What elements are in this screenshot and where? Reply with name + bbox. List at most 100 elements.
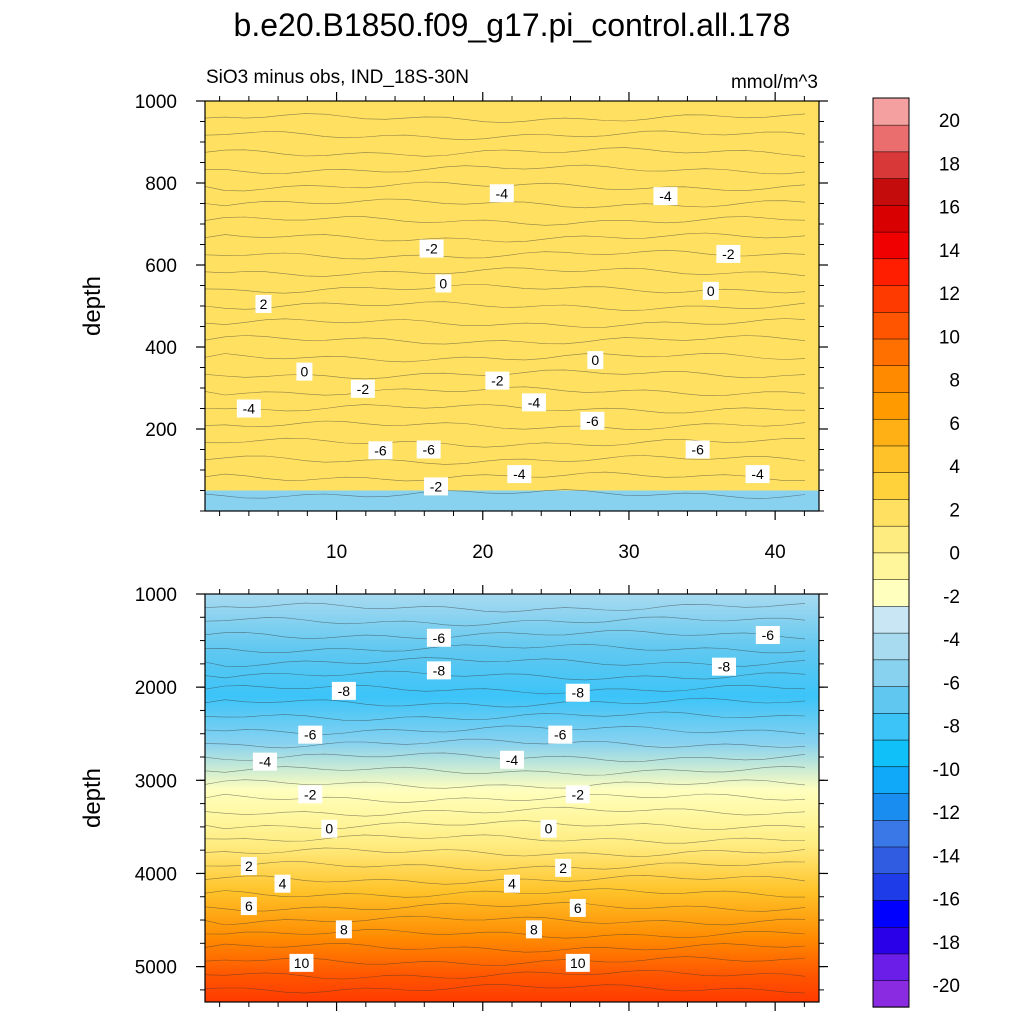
contour-label: 0 [296,362,313,381]
contour-line [204,670,806,681]
contour-label: 4 [504,874,520,893]
contour-line [204,471,805,482]
contour-label-text: -2 [491,373,504,389]
contour-label-box [500,750,524,769]
colorbar-swatch [872,97,910,126]
y-tick-label: 2000 [135,678,177,699]
contour-label: -4 [252,752,277,771]
chart-title: b.e20.B1850.f09_g17.pi_control.all.178 [234,7,791,43]
contour-label-text: 2 [260,296,268,312]
contour-label-box [565,683,590,702]
contour-label: -4 [507,465,532,484]
contour-line [204,969,806,980]
contour-label-text: -2 [357,381,370,397]
contour-label-box [653,187,678,206]
contour-line [204,834,806,844]
colorbar-label: 12 [939,284,960,305]
x-tick-label: 30 [618,542,639,563]
colorbar-label: -12 [933,803,960,824]
contour-label: 2 [240,857,257,875]
colorbar-swatch [872,231,910,260]
contour-line [204,267,806,277]
contour-label-box [702,281,719,300]
contour-label-box [255,294,272,313]
contour-line [204,130,806,141]
contour-label-text: -4 [528,394,541,410]
colorbar-swatch [872,605,910,634]
contour-label-box [335,920,352,939]
contour-label: -4 [521,393,546,412]
contour-label-box [587,351,604,370]
colorbar-swatch [872,792,910,821]
contour-label-text: 10 [570,955,586,971]
contour-label: -2 [423,477,448,496]
contour-label: -2 [565,785,590,804]
contour-label-text: -2 [304,786,317,802]
contour-label-box [426,628,451,647]
contour-label: -6 [416,440,441,459]
colorbar-swatch [872,739,910,768]
contour-line [204,929,806,939]
contour-label-text: -6 [433,630,446,646]
contour-label-text: 2 [245,858,253,874]
colorbar-swatch [872,819,910,848]
colorbar-swatch [872,899,910,928]
contour-label-text: -8 [718,659,731,675]
colorbar-label: -10 [933,760,960,781]
lower-y-axis-label: depth [79,768,106,828]
contour-label: -4 [653,187,678,206]
contour-label: 10 [565,953,590,972]
contour-label: -6 [368,441,393,460]
contour-label-box [521,393,546,412]
contour-label-box [240,857,257,875]
colorbar-swatch [872,953,910,981]
colorbar-swatch [872,391,910,420]
colorbar-swatch [872,685,910,714]
contour-line [204,216,806,226]
contour-label-text: 4 [279,876,287,892]
contour-label-text: 0 [325,821,333,837]
colorbar-label: 0 [949,544,960,565]
contour-label-box [540,819,557,838]
contour-label-box [485,371,510,390]
contour-label: -2 [350,379,375,398]
contour-label-box [240,897,257,916]
contour-label-text: -4 [659,188,672,204]
contour-line [204,847,806,857]
contour-label: -8 [331,681,356,700]
colorbar-swatch [872,926,910,955]
contour-label-box [755,625,780,644]
colorbar-swatch [872,659,910,687]
x-tick-label: 10 [326,542,347,563]
contour-label-box [416,440,441,459]
contour-line [204,943,806,953]
colorbar-swatch [872,552,910,580]
contour-label: -6 [685,440,710,459]
colorbar-swatch [872,338,910,367]
y-tick-label: 1000 [135,92,177,113]
contour-label: 0 [540,819,557,838]
contour-label: 0 [435,274,452,293]
upper-contour-lines [204,113,806,499]
contour-line [204,820,806,830]
colorbar-label: 18 [939,154,960,175]
x-tick-label: 40 [765,542,786,563]
contour-label-box [685,440,710,459]
colorbar-swatch [872,980,910,1008]
contour-label-box [419,239,444,258]
upper-plot-area [205,101,819,511]
colorbar-swatch [872,472,910,500]
contour-label-text: -6 [762,627,775,643]
contour-label: -2 [716,244,741,263]
contour-label-text: 0 [301,364,309,380]
colorbar-swatch [872,418,910,447]
colorbar-label: -14 [933,846,961,867]
contour-label: 10 [289,953,314,972]
contour-label-box [569,898,586,917]
contour-label-box [368,441,393,460]
contour-label-text: -4 [513,466,526,482]
upper-contour-labels: -2 -4 -4 -6 -6 -6 -6 -4 -4 -2 -2 0 0 2 0 0 -2 -2 -4 -4 [236,184,770,496]
contour-line [204,765,806,776]
